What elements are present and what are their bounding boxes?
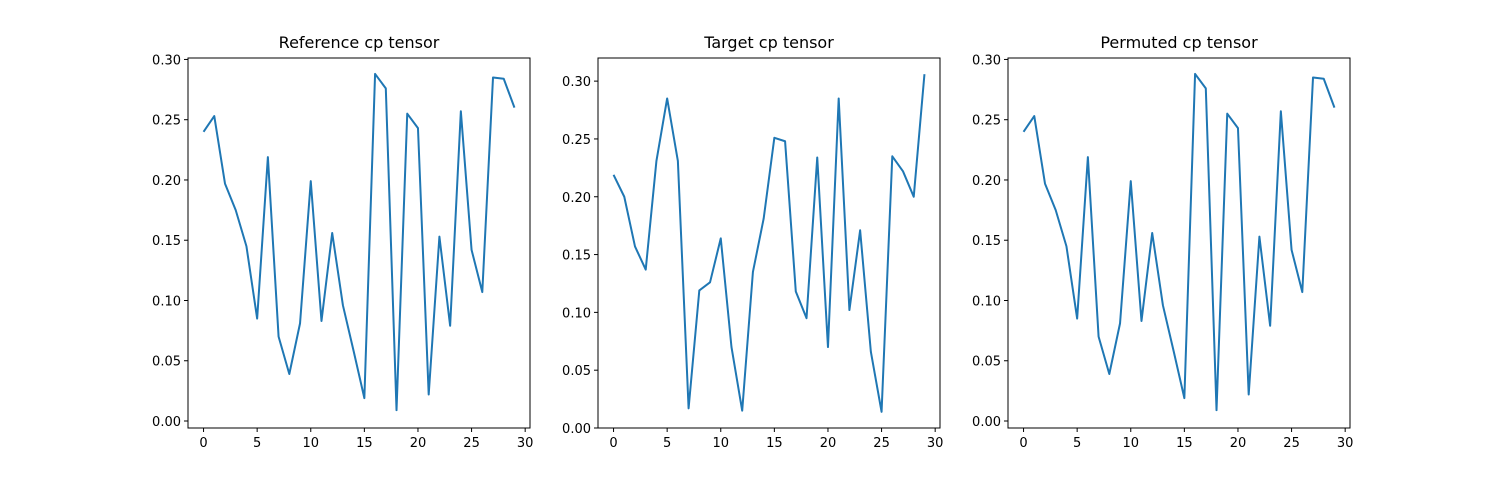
axes-frame (597, 57, 941, 429)
y-tick-label: 0.30 (152, 53, 181, 68)
y-tick-label: 0.10 (972, 294, 1001, 309)
y-tick-label: 0.00 (972, 415, 1001, 430)
y-tick-label: 0.20 (562, 191, 591, 206)
y-tick-label: 0.30 (562, 75, 591, 90)
x-tick-label: 30 (927, 436, 944, 451)
x-tick-label: 15 (766, 436, 783, 451)
x-tick-label: 10 (712, 436, 729, 451)
x-tick-label: 30 (1337, 436, 1354, 451)
x-tick-label: 5 (1073, 436, 1081, 451)
x-tick-label: 25 (1283, 436, 1300, 451)
panel-reference: Reference cp tensor 0 5 10 15 20 25 30 0.00 0.05… (152, 33, 533, 451)
axes-frame (187, 57, 531, 429)
y-tick-label: 0.25 (152, 114, 181, 129)
y-tick-label: 0.20 (152, 174, 181, 189)
x-tick-label: 20 (1230, 436, 1247, 451)
x-tick-label: 20 (820, 436, 837, 451)
y-tick-label: 0.10 (152, 294, 181, 309)
chart-title: Reference cp tensor (279, 33, 440, 52)
x-tick-label: 10 (1122, 436, 1139, 451)
y-tick-label: 0.05 (972, 355, 1001, 370)
y-tick-label: 0.10 (562, 306, 591, 321)
x-tick-label: 20 (410, 436, 427, 451)
y-tick-label: 0.30 (972, 53, 1001, 68)
x-tick-label: 15 (1176, 436, 1193, 451)
y-tick-label: 0.00 (562, 422, 591, 437)
x-tick-label: 0 (1019, 436, 1027, 451)
chart-title: Permuted cp tensor (1100, 33, 1258, 52)
x-tick-label: 5 (663, 436, 671, 451)
x-tick-label: 25 (463, 436, 480, 451)
series-line (612, 74, 926, 413)
x-tick-label: 0 (609, 436, 617, 451)
y-tick-label: 0.15 (152, 234, 181, 249)
series-line (202, 72, 516, 412)
x-tick-label: 5 (253, 436, 261, 451)
y-tick-label: 0.25 (972, 114, 1001, 129)
axes-frame (1007, 57, 1351, 429)
y-tick-label: 0.05 (152, 355, 181, 370)
y-tick-label: 0.00 (152, 415, 181, 430)
panel-permuted: Permuted cp tensor 0 5 10 15 20 25 30 0.00 0.05 0… (972, 33, 1353, 451)
y-tick-label: 0.15 (972, 234, 1001, 249)
x-tick-label: 10 (302, 436, 319, 451)
panel-target: Target cp tensor 0 5 10 15 20 25 30 0.00 0.05 0.1… (562, 33, 943, 451)
y-tick-label: 0.15 (562, 249, 591, 264)
chart-title: Target cp tensor (703, 33, 834, 52)
series-line (1022, 72, 1336, 412)
x-tick-label: 25 (873, 436, 890, 451)
y-tick-label: 0.05 (562, 364, 591, 379)
y-tick-label: 0.20 (972, 174, 1001, 189)
x-tick-label: 30 (517, 436, 534, 451)
x-tick-label: 15 (356, 436, 373, 451)
y-tick-label: 0.25 (562, 133, 591, 148)
x-tick-label: 0 (199, 436, 207, 451)
